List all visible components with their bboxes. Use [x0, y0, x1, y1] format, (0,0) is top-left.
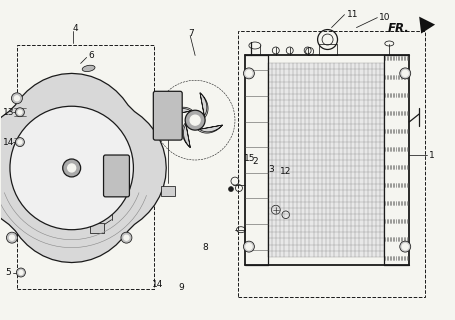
Polygon shape [200, 93, 208, 117]
Text: 15: 15 [244, 154, 255, 163]
Text: 14: 14 [152, 280, 164, 289]
Circle shape [63, 159, 81, 177]
Bar [90, 223, 104, 233]
Circle shape [16, 268, 25, 277]
Circle shape [15, 96, 20, 101]
Text: 13: 13 [3, 108, 15, 117]
Text: 12: 12 [280, 167, 291, 176]
Text: 4: 4 [73, 24, 78, 33]
FancyBboxPatch shape [104, 155, 129, 197]
Circle shape [10, 106, 133, 230]
Circle shape [121, 232, 132, 243]
Circle shape [11, 93, 22, 104]
Text: 3: 3 [268, 165, 273, 174]
Circle shape [10, 235, 15, 240]
FancyBboxPatch shape [153, 91, 182, 140]
Text: 8: 8 [202, 243, 208, 252]
Text: 9: 9 [178, 283, 184, 292]
Text: 7: 7 [188, 29, 194, 38]
Polygon shape [182, 123, 190, 148]
Circle shape [68, 164, 76, 172]
Bar [161, 186, 175, 196]
Circle shape [124, 235, 129, 240]
Ellipse shape [82, 65, 95, 72]
Circle shape [400, 241, 411, 252]
Circle shape [243, 241, 254, 252]
Circle shape [19, 270, 23, 275]
Circle shape [15, 108, 25, 117]
Text: 5: 5 [5, 268, 11, 277]
Text: 2: 2 [252, 157, 258, 166]
Circle shape [15, 138, 25, 147]
Bar [238, 31, 425, 297]
Circle shape [18, 110, 22, 114]
Circle shape [185, 110, 205, 130]
Bar [318, 44, 337, 55]
Polygon shape [0, 73, 166, 262]
Circle shape [400, 68, 411, 79]
Polygon shape [168, 107, 192, 115]
Text: 14: 14 [3, 138, 15, 147]
Text: FR.: FR. [387, 22, 409, 35]
Circle shape [402, 70, 408, 76]
Text: 6: 6 [89, 51, 94, 60]
Polygon shape [419, 17, 435, 34]
Text: 11: 11 [346, 10, 358, 19]
Text: 1: 1 [429, 150, 435, 160]
Circle shape [228, 187, 233, 192]
Text: 10: 10 [379, 13, 391, 22]
Circle shape [402, 244, 408, 250]
Bar [107, 229, 117, 237]
Bar [17, 45, 154, 289]
Circle shape [243, 68, 254, 79]
Circle shape [6, 232, 17, 243]
Bar [268, 63, 384, 257]
Polygon shape [198, 125, 222, 133]
Circle shape [18, 140, 22, 144]
Circle shape [246, 244, 252, 250]
Circle shape [190, 115, 200, 125]
Circle shape [246, 70, 252, 76]
